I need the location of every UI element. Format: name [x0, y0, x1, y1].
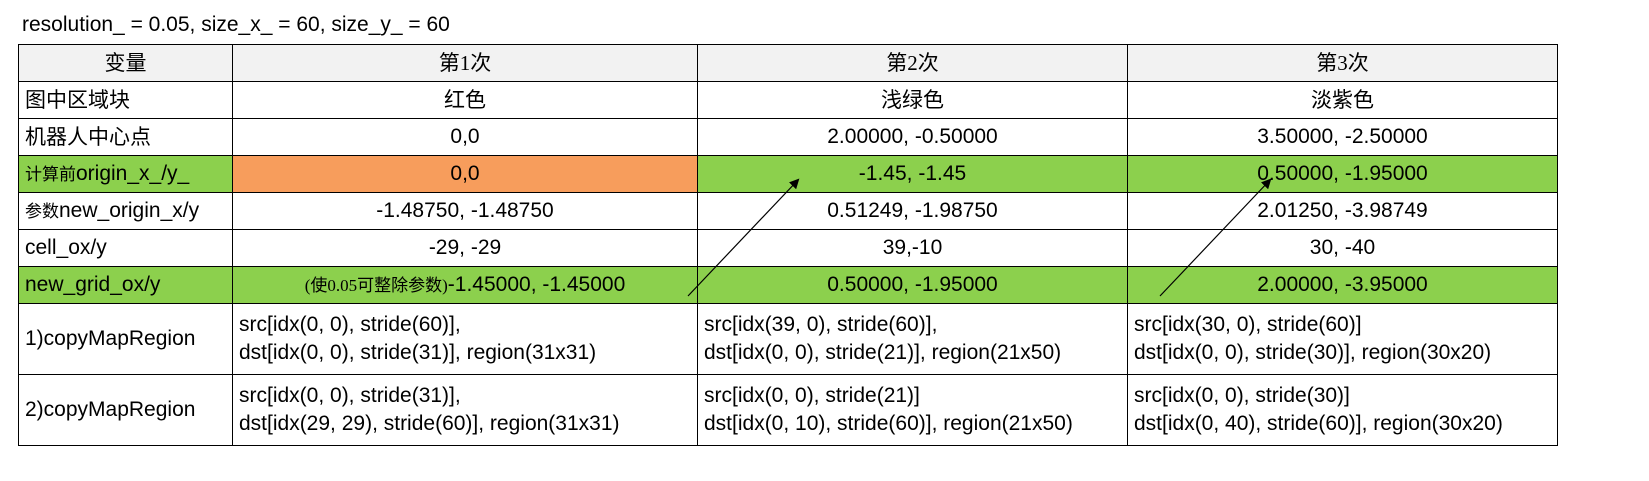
cell-iteration-3: 0.50000, -1.95000: [1127, 155, 1558, 193]
cell-iteration-3: 30, -40: [1127, 229, 1558, 267]
row-label-prefix: 参数: [25, 201, 59, 221]
cell-iteration-2: -1.45, -1.45: [697, 155, 1128, 193]
table-row-region-block: 图中区域块 红色 浅绿色 淡紫色: [18, 81, 1558, 119]
cell-iteration-1: src[idx(0, 0), stride(31)], dst[idx(29, 2…: [232, 374, 698, 446]
cell-iteration-2: 0.50000, -1.95000: [697, 266, 1128, 304]
row-label: 机器人中心点: [18, 118, 233, 156]
cell-line: src[idx(0, 0), stride(30)]: [1134, 384, 1350, 407]
table-row-robot-center: 机器人中心点 0,0 2.00000, -0.50000 3.50000, -2…: [18, 118, 1558, 156]
cell-line: dst[idx(0, 0), stride(31)], region(31x31…: [239, 341, 597, 364]
cell-line: src[idx(0, 0), stride(60)],: [239, 313, 461, 336]
cell-iteration-3: src[idx(0, 0), stride(30)] dst[idx(0, 40)…: [1127, 374, 1558, 446]
row-label-name: origin_x_/y_: [76, 161, 190, 185]
header-variable: 变量: [18, 44, 233, 82]
row-label: 参数new_origin_x/y: [18, 192, 233, 230]
cell-iteration-3: 3.50000, -2.50000: [1127, 118, 1558, 156]
cell-line: dst[idx(0, 0), stride(30)], region(30x20…: [1134, 341, 1492, 364]
cell-line: dst[idx(0, 0), stride(21)], region(21x50…: [704, 341, 1062, 364]
cell-line: dst[idx(0, 10), stride(60)], region(21x5…: [704, 412, 1073, 435]
cell-line: src[idx(0, 0), stride(31)],: [239, 384, 461, 407]
cell-iteration-2: 2.00000, -0.50000: [697, 118, 1128, 156]
header-iteration-1: 第1次: [232, 44, 698, 82]
row-label: 图中区域块: [18, 81, 233, 119]
cell-line: src[idx(39, 0), stride(60)],: [704, 313, 938, 336]
table-row-new-origin: 参数new_origin_x/y -1.48750, -1.48750 0.51…: [18, 192, 1558, 230]
table-row-origin-before: 计算前origin_x_/y_ 0,0 -1.45, -1.45 0.50000…: [18, 155, 1558, 193]
cell-iteration-1: src[idx(0, 0), stride(60)], dst[idx(0, 0)…: [232, 303, 698, 375]
cell-iteration-3: src[idx(30, 0), stride(60)] dst[idx(0, 0)…: [1127, 303, 1558, 375]
cell-iteration-2: 39,-10: [697, 229, 1128, 267]
row-label-name: new_origin_x/y: [59, 198, 200, 222]
row-label: 1)copyMapRegion: [18, 303, 233, 375]
header-row: 变量 第1次 第2次 第3次: [18, 44, 1558, 82]
table-row-cell-offset: cell_ox/y -29, -29 39,-10 30, -40: [18, 229, 1558, 267]
cell-iteration-1: 红色: [232, 81, 698, 119]
cell-iteration-1: -29, -29: [232, 229, 698, 267]
cell-iteration-1: 0,0: [232, 118, 698, 156]
row-label: 2)copyMapRegion: [18, 374, 233, 446]
cell-iteration-1: 0,0: [232, 155, 698, 193]
cell-iteration-2: src[idx(39, 0), stride(60)], dst[idx(0, 0…: [697, 303, 1128, 375]
cell-iteration-1: (使0.05可整除参数)-1.45000, -1.45000: [232, 266, 698, 304]
cell-iteration-3: 淡紫色: [1127, 81, 1558, 119]
cell-line: src[idx(30, 0), stride(60)]: [1134, 313, 1362, 336]
cell-note: (使0.05可整除参数): [304, 275, 448, 295]
row-label: 计算前origin_x_/y_: [18, 155, 233, 193]
table-row-new-grid-origin: new_grid_ox/y (使0.05可整除参数)-1.45000, -1.4…: [18, 266, 1558, 304]
cell-line: dst[idx(0, 40), stride(60)], region(30x2…: [1134, 412, 1503, 435]
cell-value: -1.45000, -1.45000: [447, 272, 626, 296]
header-iteration-3: 第3次: [1127, 44, 1558, 82]
cell-iteration-2: 浅绿色: [697, 81, 1128, 119]
iteration-table: 变量 第1次 第2次 第3次 图中区域块 红色 浅绿色 淡紫色 机器人中心点 0…: [18, 44, 1558, 446]
row-label: new_grid_ox/y: [18, 266, 233, 304]
cell-iteration-2: 0.51249, -1.98750: [697, 192, 1128, 230]
cell-iteration-3: 2.01250, -3.98749: [1127, 192, 1558, 230]
cell-iteration-2: src[idx(0, 0), stride(21)] dst[idx(0, 10)…: [697, 374, 1128, 446]
cell-iteration-1: -1.48750, -1.48750: [232, 192, 698, 230]
cell-iteration-3: 2.00000, -3.95000: [1127, 266, 1558, 304]
parameters-caption: resolution_ = 0.05, size_x_ = 60, size_y…: [22, 13, 450, 36]
table-row-copy-map-region-2: 2)copyMapRegion src[idx(0, 0), stride(31…: [18, 374, 1558, 446]
row-label: cell_ox/y: [18, 229, 233, 267]
header-iteration-2: 第2次: [697, 44, 1128, 82]
cell-line: dst[idx(29, 29), stride(60)], region(31x…: [239, 412, 620, 435]
row-label-prefix: 计算前: [25, 164, 76, 184]
cell-line: src[idx(0, 0), stride(21)]: [704, 384, 920, 407]
table-row-copy-map-region-1: 1)copyMapRegion src[idx(0, 0), stride(60…: [18, 303, 1558, 375]
